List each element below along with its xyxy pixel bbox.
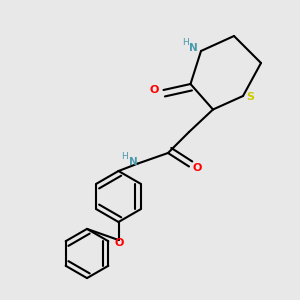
- Text: O: O: [193, 163, 202, 173]
- Text: S: S: [247, 92, 254, 103]
- Text: N: N: [129, 157, 138, 167]
- Text: N: N: [189, 43, 198, 53]
- Text: H: H: [182, 38, 189, 47]
- Text: O: O: [150, 85, 159, 95]
- Text: H: H: [122, 152, 128, 161]
- Text: O: O: [114, 238, 124, 248]
